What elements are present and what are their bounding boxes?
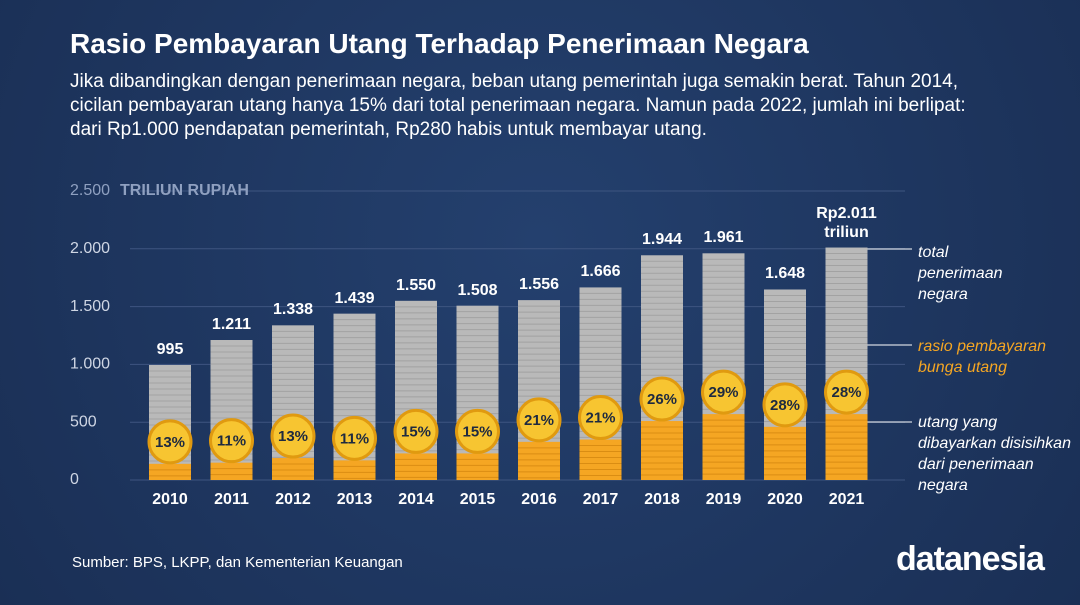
ratio-label: 26%	[647, 391, 677, 408]
ratio-coin	[455, 408, 500, 454]
ratio-coin	[824, 369, 869, 415]
y-tick-label: 1.000	[70, 356, 110, 373]
ratio-label: 15%	[462, 423, 492, 440]
x-tick-label: 2012	[275, 491, 311, 508]
value-label: 1.508	[457, 281, 498, 299]
ratio-coin	[147, 419, 193, 465]
y-tick-label: 2.000	[70, 240, 110, 257]
ratio-label: 21%	[524, 412, 554, 429]
legend-ratio: rasio pembayaran bunga utang	[918, 338, 1047, 376]
payment-bar	[272, 458, 314, 480]
value-label: 1.550	[395, 276, 437, 294]
payment-bar	[702, 414, 745, 480]
payment-bar	[579, 439, 622, 480]
payment-bar	[764, 426, 806, 480]
x-tick-label: 2016	[521, 491, 557, 508]
ratio-label: 28%	[770, 397, 800, 414]
x-tick-label: 2018	[644, 491, 680, 508]
source: Sumber: BPS, LKPP, dan Kementerian Keuan…	[72, 554, 403, 571]
ratio-coin	[270, 413, 316, 459]
x-tick-label: 2015	[460, 491, 496, 508]
value-label: 1.439	[334, 289, 375, 307]
value-label: 1.666	[580, 263, 621, 281]
x-tick-label: 2011	[214, 491, 249, 508]
payment-bar	[149, 463, 191, 480]
y-tick-label: 2.500	[70, 182, 110, 199]
ratio-coin	[639, 376, 685, 422]
payment-bar	[210, 462, 253, 480]
value-label: 1.648	[764, 265, 806, 283]
ratio-coin	[701, 369, 746, 415]
legend-total: total penerimaan negara	[918, 244, 1003, 303]
x-tick-label: 2019	[706, 491, 742, 508]
value-label: 1.556	[518, 276, 560, 294]
x-tick-label: 2017	[583, 491, 619, 508]
payment-bar	[641, 421, 683, 480]
ratio-label: 29%	[708, 384, 738, 401]
ratio-label: 11%	[340, 430, 369, 447]
ratio-label: 13%	[155, 434, 185, 451]
y-tick-label: 500	[70, 413, 97, 430]
x-tick-label: 2013	[337, 491, 373, 508]
brand: datanesia	[896, 540, 1045, 578]
payment-bar	[456, 453, 499, 480]
payment-bar	[333, 460, 376, 480]
value-label: Rp2.011 triliun	[816, 204, 877, 241]
payment-bar	[395, 453, 437, 480]
chart-title: Rasio Pembayaran Utang Terhadap Penerima…	[70, 28, 809, 59]
ratio-label: 13%	[278, 428, 308, 445]
x-tick-label: 2020	[767, 491, 803, 508]
y-tick-label: 0	[70, 471, 79, 488]
ratio-coin	[209, 418, 254, 464]
value-label: 1.944	[641, 231, 683, 249]
x-tick-label: 2021	[829, 491, 865, 508]
ratio-label: 11%	[217, 433, 246, 450]
y-axis-label: TRILIUN RUPIAH	[120, 182, 249, 199]
value-label: 995	[156, 340, 184, 358]
legend-payment: utang yang dibayarkan disisihkan dari pe…	[918, 414, 1071, 494]
value-label: 1.961	[703, 229, 744, 247]
subtitle: Jika dibandingkan dengan penerimaan nega…	[70, 71, 966, 140]
value-label: 1.211	[211, 316, 252, 333]
x-tick-label: 2010	[152, 491, 188, 508]
y-tick-label: 1.500	[70, 298, 110, 315]
ratio-coin	[332, 415, 377, 461]
ratio-coin	[516, 397, 562, 443]
ratio-coin	[762, 382, 808, 428]
x-tick-label: 2014	[398, 491, 434, 508]
ratio-label: 21%	[585, 410, 615, 427]
payment-bar	[825, 414, 868, 480]
ratio-coin	[393, 408, 439, 454]
value-label: 1.338	[272, 301, 314, 319]
ratio-label: 28%	[831, 384, 861, 401]
ratio-coin	[578, 395, 623, 441]
ratio-label: 15%	[401, 423, 431, 440]
